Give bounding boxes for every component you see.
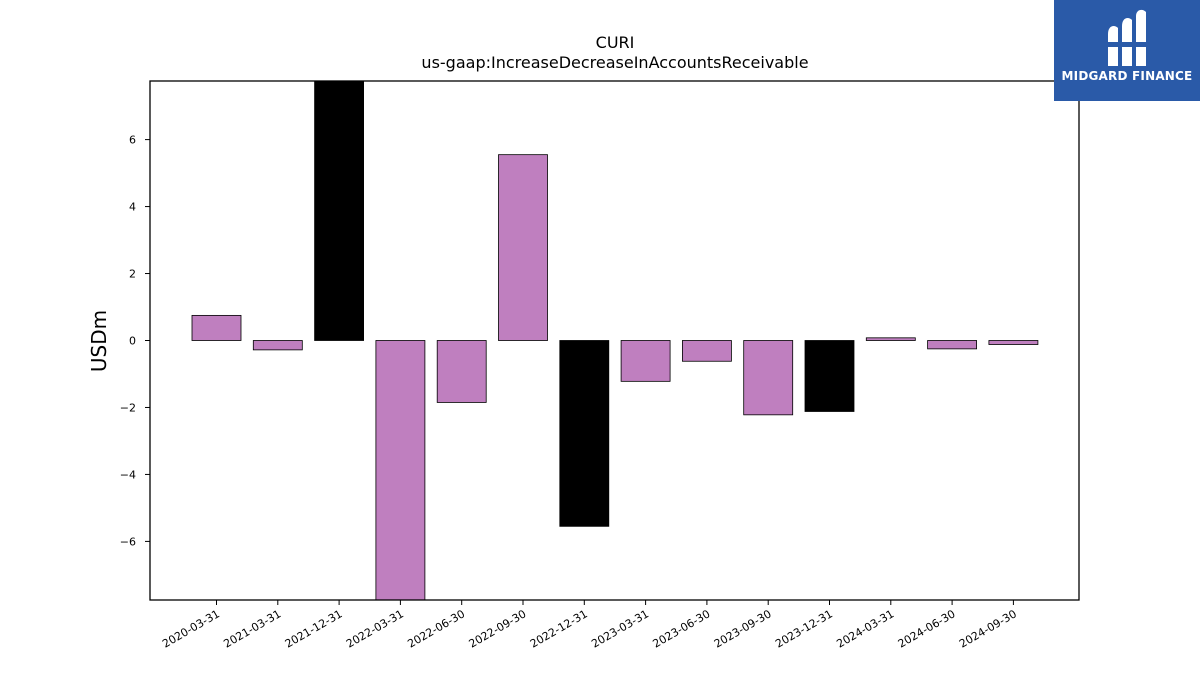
- x-tick-label: 2021-03-31: [221, 607, 283, 650]
- x-tick-label: 2024-03-31: [834, 607, 896, 650]
- bar-2022-09-30: [498, 154, 548, 341]
- midgard-finance-logo: MIDGARD FINANCE: [1054, 0, 1200, 101]
- chart-subtitle: us-gaap:IncreaseDecreaseInAccountsReceiv…: [421, 53, 808, 72]
- x-tick-label: 2022-06-30: [405, 607, 467, 650]
- chart-title: CURI: [596, 33, 635, 52]
- x-tick-label: 2022-12-31: [528, 607, 590, 650]
- x-tick-label: 2023-09-30: [712, 607, 774, 650]
- y-tick-label: −6: [120, 535, 136, 548]
- bar-2024-06-30: [927, 340, 977, 350]
- bar-2022-03-31: [375, 340, 426, 601]
- bar-2020-03-31: [191, 314, 242, 341]
- bar-2022-12-31: [559, 340, 610, 527]
- y-tick-label: −4: [120, 468, 136, 481]
- x-tick-label: 2024-09-30: [957, 607, 1019, 650]
- plot-frame: [149, 80, 1080, 601]
- x-tick-label: 2023-12-31: [773, 607, 835, 650]
- bars-group: [191, 80, 1039, 601]
- y-tick-label: 6: [129, 134, 136, 147]
- bar-2024-03-31: [865, 337, 916, 341]
- x-tick-label: 2023-06-30: [651, 607, 713, 650]
- x-tick-label: 2023-03-31: [589, 607, 651, 650]
- x-tick-label: 2020-03-31: [160, 607, 222, 650]
- bar-2023-03-31: [620, 340, 671, 382]
- logo-text: MIDGARD FINANCE: [1061, 69, 1193, 83]
- bar-2021-12-31: [314, 80, 365, 341]
- y-tick-label: 4: [129, 201, 136, 214]
- y-tick-label: −2: [120, 401, 136, 414]
- x-axis-ticks: 2020-03-31 2021-03-31 2021-12-31 2022-03-31…: [160, 600, 1019, 651]
- midgard-logo-icon: [1106, 9, 1148, 66]
- x-tick-label: 2024-06-30: [896, 607, 958, 650]
- x-tick-label: 2022-03-31: [344, 607, 406, 650]
- bar-2023-06-30: [682, 340, 732, 362]
- bar-2021-03-31: [252, 340, 303, 351]
- y-tick-label: 2: [129, 268, 136, 281]
- bar-2022-06-30: [436, 340, 487, 403]
- x-tick-label: 2021-12-31: [283, 607, 345, 650]
- x-tick-label: 2022-09-30: [467, 607, 529, 650]
- bar-2024-09-30: [988, 340, 1039, 345]
- bar-2023-09-30: [743, 340, 794, 416]
- y-axis-ticks: −6 −4 −2 0 2 4 6: [120, 134, 150, 548]
- y-axis-label: USDm: [87, 310, 111, 372]
- y-tick-label: 0: [129, 335, 136, 348]
- bar-2023-12-31: [804, 340, 855, 412]
